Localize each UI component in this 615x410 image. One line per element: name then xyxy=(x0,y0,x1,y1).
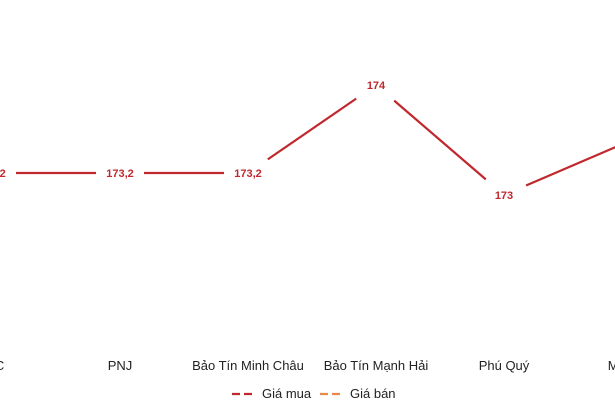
data-label: 173,2 xyxy=(0,168,6,180)
category-label: Bảo Tín Mạnh Hải xyxy=(324,358,429,373)
category-label: Mi Hồng xyxy=(608,358,615,373)
category-label: SJC xyxy=(0,358,4,373)
category-label: Bảo Tín Minh Châu xyxy=(192,358,304,373)
data-label: 173,2 xyxy=(234,168,262,180)
data-label: 173 xyxy=(495,190,513,202)
data-label: 173,2 xyxy=(106,168,134,180)
legend-label: Giá mua xyxy=(262,386,312,401)
data-label-layer: 173,2173,2173,2174173176,2176,2176,21771… xyxy=(0,80,513,202)
category-axis-labels: SJC PNJ Bảo Tín Minh Châu Bảo Tín Mạnh Hải P… xyxy=(0,358,615,373)
legend-item: Giá bán xyxy=(320,386,396,401)
series-layer xyxy=(16,97,615,187)
category-label: Phú Quý xyxy=(479,358,530,373)
legend-label: Giá bán xyxy=(350,386,396,401)
series-gia-mua xyxy=(16,97,615,187)
legend-item: Giá mua xyxy=(232,386,312,401)
category-label: PNJ xyxy=(108,358,133,373)
data-label: 174 xyxy=(367,80,386,92)
legend: Giá mua Giá bán xyxy=(232,386,396,401)
series-line-segment xyxy=(267,97,357,161)
series-line-segment xyxy=(393,99,487,181)
series-line-segment xyxy=(525,146,615,187)
